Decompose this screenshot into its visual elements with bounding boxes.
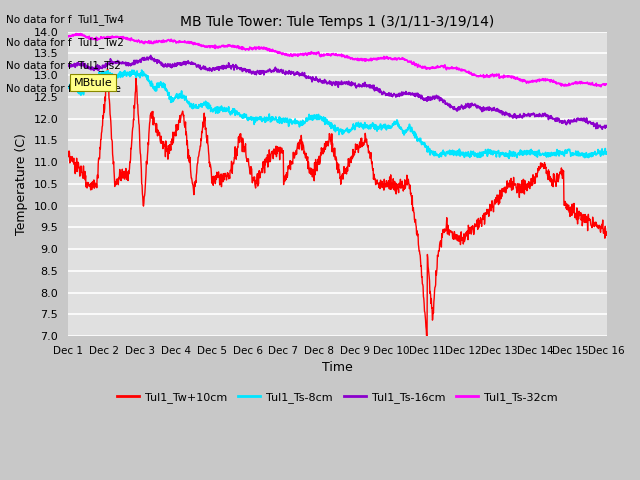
Tul1_Tw+10cm — [423, 337, 431, 343]
Text: No data for f  Tul1_Tw4: No data for f Tul1_Tw4 — [6, 14, 124, 25]
Tul1_Ts-8cm — [138, 67, 145, 73]
Tul1_Ts-16cm — [371, 85, 379, 91]
Tul1_Ts-32cm — [106, 35, 114, 41]
Tul1_Tw+10cm — [371, 177, 379, 182]
Line: Tul1_Ts-16cm: Tul1_Ts-16cm — [68, 56, 607, 129]
Tul1_Tw+10cm — [104, 66, 111, 72]
Tul1_Ts-8cm — [505, 156, 513, 161]
Tul1_Tw+10cm — [603, 229, 611, 235]
Tul1_Ts-16cm — [304, 75, 312, 81]
Tul1_Ts-8cm — [128, 71, 136, 76]
Tul1_Tw+10cm — [304, 166, 312, 172]
Tul1_Ts-16cm — [314, 78, 322, 84]
Tul1_Ts-8cm — [304, 117, 312, 122]
Tul1_Ts-16cm — [293, 69, 301, 75]
Line: Tul1_Ts-8cm: Tul1_Ts-8cm — [68, 70, 607, 158]
Tul1_Ts-32cm — [603, 81, 611, 87]
Legend: Tul1_Tw+10cm, Tul1_Ts-8cm, Tul1_Ts-16cm, Tul1_Ts-32cm: Tul1_Tw+10cm, Tul1_Ts-8cm, Tul1_Ts-16cm,… — [113, 387, 562, 407]
Tul1_Tw+10cm — [293, 146, 301, 152]
Title: MB Tule Tower: Tule Temps 1 (3/1/11-3/19/14): MB Tule Tower: Tule Temps 1 (3/1/11-3/19… — [180, 15, 495, 29]
Tul1_Ts-8cm — [371, 127, 379, 132]
Text: No data for f  Tul1_Tw2: No data for f Tul1_Tw2 — [6, 37, 124, 48]
Tul1_Ts-8cm — [293, 118, 301, 123]
Tul1_Ts-8cm — [603, 149, 611, 155]
Tul1_Tw+10cm — [64, 149, 72, 155]
Tul1_Ts-32cm — [371, 57, 379, 62]
Tul1_Ts-32cm — [64, 33, 72, 39]
Text: MBtule: MBtule — [74, 78, 113, 88]
Tul1_Ts-32cm — [128, 36, 136, 42]
Text: No data for f  Tul1_Ts2: No data for f Tul1_Ts2 — [6, 60, 121, 72]
Tul1_Tw+10cm — [314, 156, 322, 162]
Tul1_Ts-16cm — [603, 124, 611, 130]
Tul1_Tw+10cm — [128, 135, 136, 141]
Tul1_Ts-32cm — [314, 50, 322, 56]
Tul1_Ts-32cm — [304, 50, 312, 56]
Tul1_Ts-32cm — [77, 31, 84, 36]
Tul1_Ts-32cm — [597, 84, 605, 90]
Tul1_Ts-8cm — [64, 85, 72, 91]
Tul1_Ts-16cm — [147, 53, 154, 59]
Text: No data for f  uMBtule: No data for f uMBtule — [6, 84, 121, 94]
Tul1_Ts-32cm — [293, 52, 301, 58]
Tul1_Tw+10cm — [106, 111, 114, 117]
Tul1_Ts-16cm — [64, 62, 72, 68]
Line: Tul1_Tw+10cm: Tul1_Tw+10cm — [68, 69, 607, 340]
Tul1_Ts-16cm — [106, 61, 113, 67]
Y-axis label: Temperature (C): Temperature (C) — [15, 133, 28, 235]
Tul1_Ts-16cm — [598, 126, 606, 132]
Tul1_Ts-8cm — [314, 112, 322, 118]
Tul1_Ts-8cm — [106, 72, 113, 78]
Tul1_Ts-16cm — [128, 60, 136, 66]
Line: Tul1_Ts-32cm: Tul1_Ts-32cm — [68, 34, 607, 87]
X-axis label: Time: Time — [322, 361, 353, 374]
